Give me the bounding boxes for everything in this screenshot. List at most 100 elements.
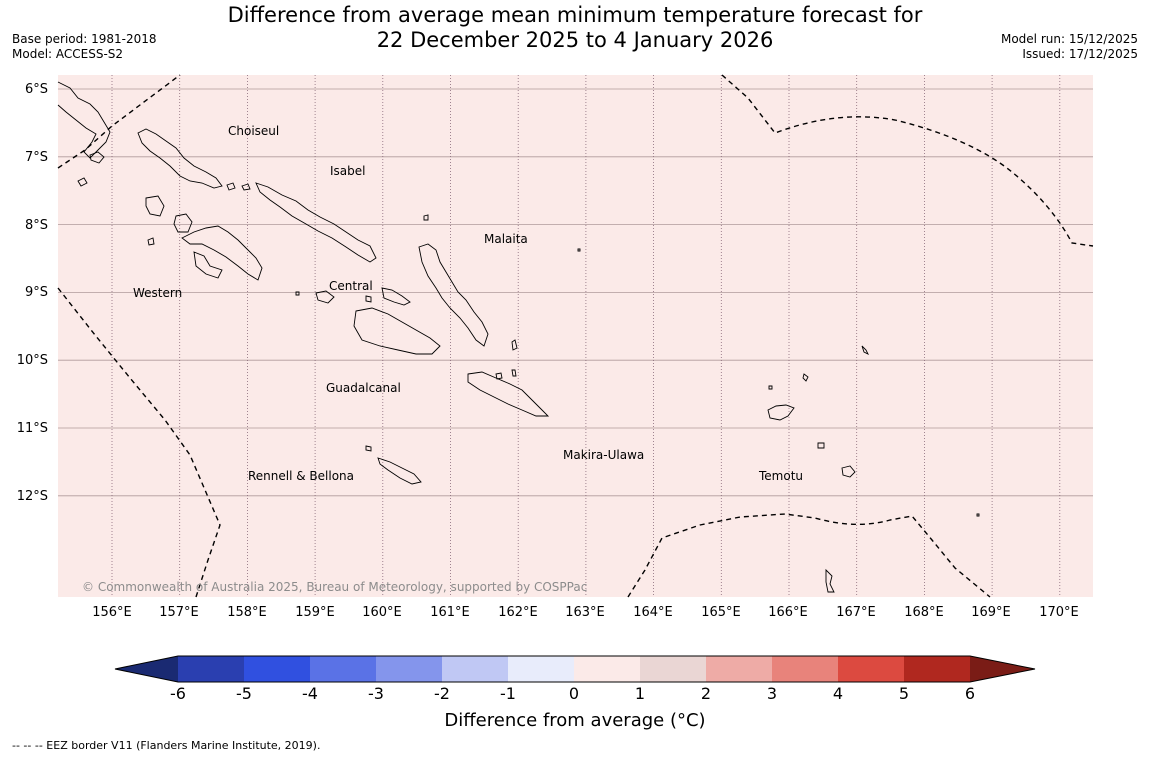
model-run: Model run: 15/12/2025 [1000,32,1138,46]
colorbar-tick-label: 3 [766,684,778,703]
colorbar-segment [244,656,310,682]
colorbar-segment [706,656,772,682]
lon-label: 168°E [904,605,944,620]
colorbar-tick-label: -6 [170,684,186,703]
island-small [77,177,88,187]
colorbar-tick-label: 4 [832,684,844,703]
colorbar-extend-low [115,656,178,682]
lon-label: 167°E [836,605,876,620]
island-choiseul [137,128,223,189]
island-small [295,291,300,296]
colorbar-tick-label: -1 [500,684,516,703]
island-new-georgia [181,225,263,281]
region-label-malaita: Malaita [484,232,528,246]
colorbar-tick-label: -4 [302,684,318,703]
island-small [423,214,429,221]
meta-left: Base period: 1981-2018 Model: ACCESS-S2 [12,32,157,62]
lon-label: 156°E [92,605,132,620]
island-rennell [377,457,422,485]
issued-date: Issued: 17/12/2025 [1022,47,1138,61]
title-line-1: Difference from average mean minimum tem… [227,3,923,27]
eez-border [721,74,1094,247]
colorbar-outline [114,655,1036,683]
region-label-makira-ulawa: Makira-Ulawa [563,448,645,462]
island-small [495,372,503,380]
island-small [147,237,155,246]
colorbar-tick-label: 6 [964,684,976,703]
island-small [802,373,809,382]
lat-label: 8°S [24,218,48,233]
lon-label: 161°E [430,605,470,620]
colorbar-tick-label: 2 [700,684,712,703]
colorbar-tick-label: 1 [634,684,646,703]
region-label-isabel: Isabel [330,164,366,178]
island-small [976,513,980,517]
island-vanikoro [841,465,856,478]
colorbar-tick-label: -5 [236,684,252,703]
chart-title: Difference from average mean minimum tem… [0,3,1150,53]
lat-label: 9°S [24,285,48,300]
eez-border [57,74,181,169]
lon-label: 157°E [159,605,199,620]
colorbar-segment [838,656,904,682]
island-small [817,442,825,449]
colorbar-segment [772,656,838,682]
island-tikopia [825,568,835,593]
colorbar-segment [508,656,574,682]
lon-label: 158°E [227,605,267,620]
lon-label: 160°E [362,605,402,620]
lon-label: 164°E [633,605,673,620]
island-makira [467,371,550,417]
colorbar-segment [574,656,640,682]
colorbar-tick-label: 5 [898,684,910,703]
island-small [511,339,518,351]
island-savo [365,295,372,303]
eez-border [627,513,991,598]
island-nggela [381,287,411,306]
colorbar-segment [640,656,706,682]
region-label-central: Central [329,279,373,293]
region-label-temotu: Temotu [759,469,804,483]
title-line-2: 22 December 2025 to 4 January 2026 [376,28,774,52]
map-background [58,75,1093,597]
lat-label: 11°S [16,421,48,436]
island-shortland [89,151,105,164]
copyright-notice: © Commonwealth of Australia 2025, Bureau… [82,580,588,594]
colorbar-title: Difference from average (°C) [444,710,706,731]
lon-label: 169°E [971,605,1011,620]
lat-label: 12°S [16,489,48,504]
lon-label: 166°E [768,605,808,620]
colorbar-extend-high [970,656,1035,682]
lon-label: 163°E [565,605,605,620]
lat-label: 6°S [24,82,48,97]
island-vella-lavella [145,195,165,217]
islands [57,81,980,593]
colorbar-segment [904,656,970,682]
island-bougainville [57,81,111,159]
colorbar-tick-label: -2 [434,684,450,703]
region-label-western: Western [133,286,183,300]
region-label-rennell-bellona: Rennell & Bellona [248,469,355,483]
island-malaita [418,243,489,347]
colorbar-tick-label: -3 [368,684,384,703]
lon-label: 162°E [498,605,538,620]
island-small [241,183,251,191]
island-isabel [255,182,377,263]
island-small [861,345,870,356]
colorbar-segment [376,656,442,682]
colorbar-segment [442,656,508,682]
colorbar-segment [310,656,376,682]
region-label-choiseul: Choiseul [228,124,280,138]
lon-label: 170°E [1039,605,1079,620]
base-period: Base period: 1981-2018 [12,32,157,46]
lat-label: 7°S [24,150,48,165]
model-name: Model: ACCESS-S2 [12,47,124,61]
island-small [768,385,773,390]
island-kolombangara [173,213,193,233]
island-nendo [767,404,795,421]
island-rendova [193,251,223,279]
colorbar-tick-label: 0 [568,684,580,703]
meta-right: Model run: 15/12/2025 Issued: 17/12/2025 [1001,32,1138,62]
island-small [226,182,236,191]
